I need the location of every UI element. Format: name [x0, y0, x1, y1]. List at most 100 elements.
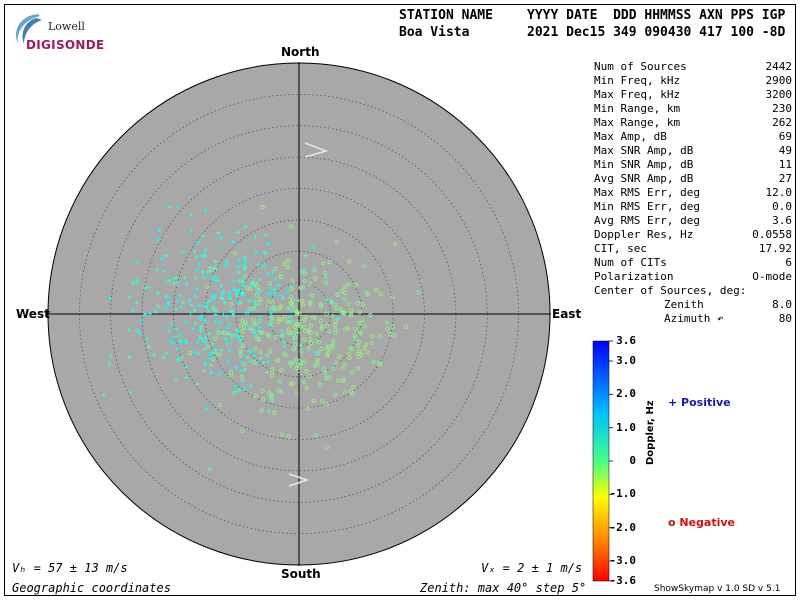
positive-source-mark: [215, 278, 220, 283]
positive-source-mark: [223, 264, 228, 268]
positive-source-mark: [207, 269, 212, 274]
positive-source-mark: [325, 297, 330, 301]
negative-source-mark: [360, 302, 366, 307]
negative-source-mark: [258, 297, 263, 302]
negative-source-mark: [257, 318, 262, 324]
positive-source-mark: [211, 305, 216, 310]
positive-source-mark: [219, 235, 224, 240]
negative-source-mark: [211, 307, 216, 312]
stat-row: Max RMS Err, deg 12.0: [594, 186, 792, 200]
positive-source-mark: [243, 310, 248, 315]
positive-source-mark: [174, 326, 178, 331]
positive-source-mark: [137, 330, 142, 335]
positive-source-mark: [242, 255, 247, 260]
positive-source-mark: [280, 296, 285, 301]
positive-source-mark: [196, 351, 201, 356]
negative-source-mark: [260, 330, 265, 335]
stat-label: Avg RMS Err, deg: [594, 214, 700, 227]
negative-source-mark: [318, 302, 323, 307]
positive-source-mark: [227, 294, 232, 299]
positive-source-mark: [176, 357, 181, 362]
negative-source-mark: [324, 323, 330, 328]
positive-source-mark: [198, 328, 203, 333]
logo-digisonde-text: DIGISONDE: [26, 38, 105, 52]
negative-source-mark: [243, 319, 248, 325]
positive-source-mark: [193, 294, 198, 299]
stat-label: Min Freq, kHz: [594, 74, 681, 87]
positive-source-mark: [227, 348, 232, 353]
stat-row: Doppler Res, Hz 0.0558: [594, 228, 792, 242]
positive-source-mark: [229, 339, 234, 344]
positive-source-mark: [273, 277, 277, 282]
positive-source-mark: [153, 309, 158, 314]
positive-source-mark: [272, 291, 277, 296]
negative-source-mark: [304, 368, 309, 374]
positive-source-mark: [290, 308, 295, 313]
vertical-velocity: Vₓ = 2 ± 1 m/s: [481, 561, 583, 575]
negative-source-mark: [265, 305, 271, 310]
positive-source-mark: [235, 230, 240, 235]
positive-source-mark: [145, 336, 150, 341]
positive-source-mark: [195, 267, 199, 272]
stat-value: 69: [778, 130, 792, 143]
positive-source-mark: [189, 303, 194, 308]
colorbar-label: 3.6: [616, 334, 636, 347]
stat-label: Min Range, km: [594, 102, 681, 115]
stat-label: Max RMS Err, deg: [594, 186, 700, 199]
negative-source-mark: [295, 362, 301, 368]
positive-source-mark: [188, 310, 193, 315]
negative-source-mark: [300, 285, 306, 290]
negative-source-mark: [392, 333, 397, 338]
positive-source-mark: [255, 290, 260, 295]
negative-source-mark: [276, 319, 281, 325]
negative-source-mark: [333, 360, 338, 366]
stat-value: 12.0: [765, 186, 793, 199]
positive-source-mark: [164, 294, 168, 299]
negative-source-mark: [241, 325, 247, 330]
station-name-label: STATION NAME: [399, 8, 493, 23]
negative-source-mark: [279, 367, 284, 373]
drift-arrow-lower-icon: [288, 473, 310, 487]
positive-source-mark: [253, 234, 258, 239]
negative-source-mark: [295, 321, 300, 326]
negative-source-mark: [378, 334, 383, 339]
negative-source-mark: [363, 342, 369, 347]
colorbar-label: 3.0: [616, 354, 636, 367]
negative-source-mark: [342, 284, 347, 289]
positive-source-mark: [191, 326, 195, 331]
zenith-scale-note: Zenith: max 40° step 5°: [420, 581, 587, 595]
positive-source-mark: [277, 293, 282, 298]
positive-source-mark: [193, 321, 198, 326]
positive-source-mark: [161, 269, 166, 274]
stat-label: Zenith: [664, 298, 704, 311]
negative-source-mark: [312, 267, 317, 273]
negative-source-mark: [345, 326, 350, 331]
stat-row: Polarization O-mode: [594, 270, 792, 284]
positive-source-mark: [219, 348, 224, 352]
negative-source-mark: [238, 353, 243, 358]
negative-source-mark: [318, 303, 324, 308]
horizontal-velocity: Vₕ = 57 ± 13 m/s: [12, 561, 128, 575]
positive-source-mark: [214, 266, 219, 271]
positive-source-mark: [193, 275, 198, 280]
positive-source-mark: [247, 298, 252, 303]
negative-source-mark: [286, 259, 291, 264]
negative-source-mark: [281, 261, 287, 266]
north-label: North: [281, 45, 320, 59]
positive-source-mark: [175, 281, 180, 286]
negative-source-mark: [332, 392, 338, 397]
positive-source-mark: [242, 386, 247, 391]
negative-source-mark: [334, 305, 339, 311]
negative-source-mark: [211, 356, 216, 362]
negative-source-mark: [292, 324, 297, 329]
center-stat-row: Zenith 8.0: [594, 298, 792, 312]
positive-source-mark: [213, 312, 218, 317]
negative-source-mark: [308, 341, 314, 346]
positive-source-mark: [254, 334, 259, 338]
negative-source-mark: [314, 331, 319, 337]
negative-source-mark: [307, 373, 312, 379]
stat-label: Max Freq, kHz: [594, 88, 681, 101]
negative-source-mark: [359, 352, 364, 357]
negative-source-mark: [260, 388, 265, 394]
negative-source-mark: [217, 402, 223, 408]
